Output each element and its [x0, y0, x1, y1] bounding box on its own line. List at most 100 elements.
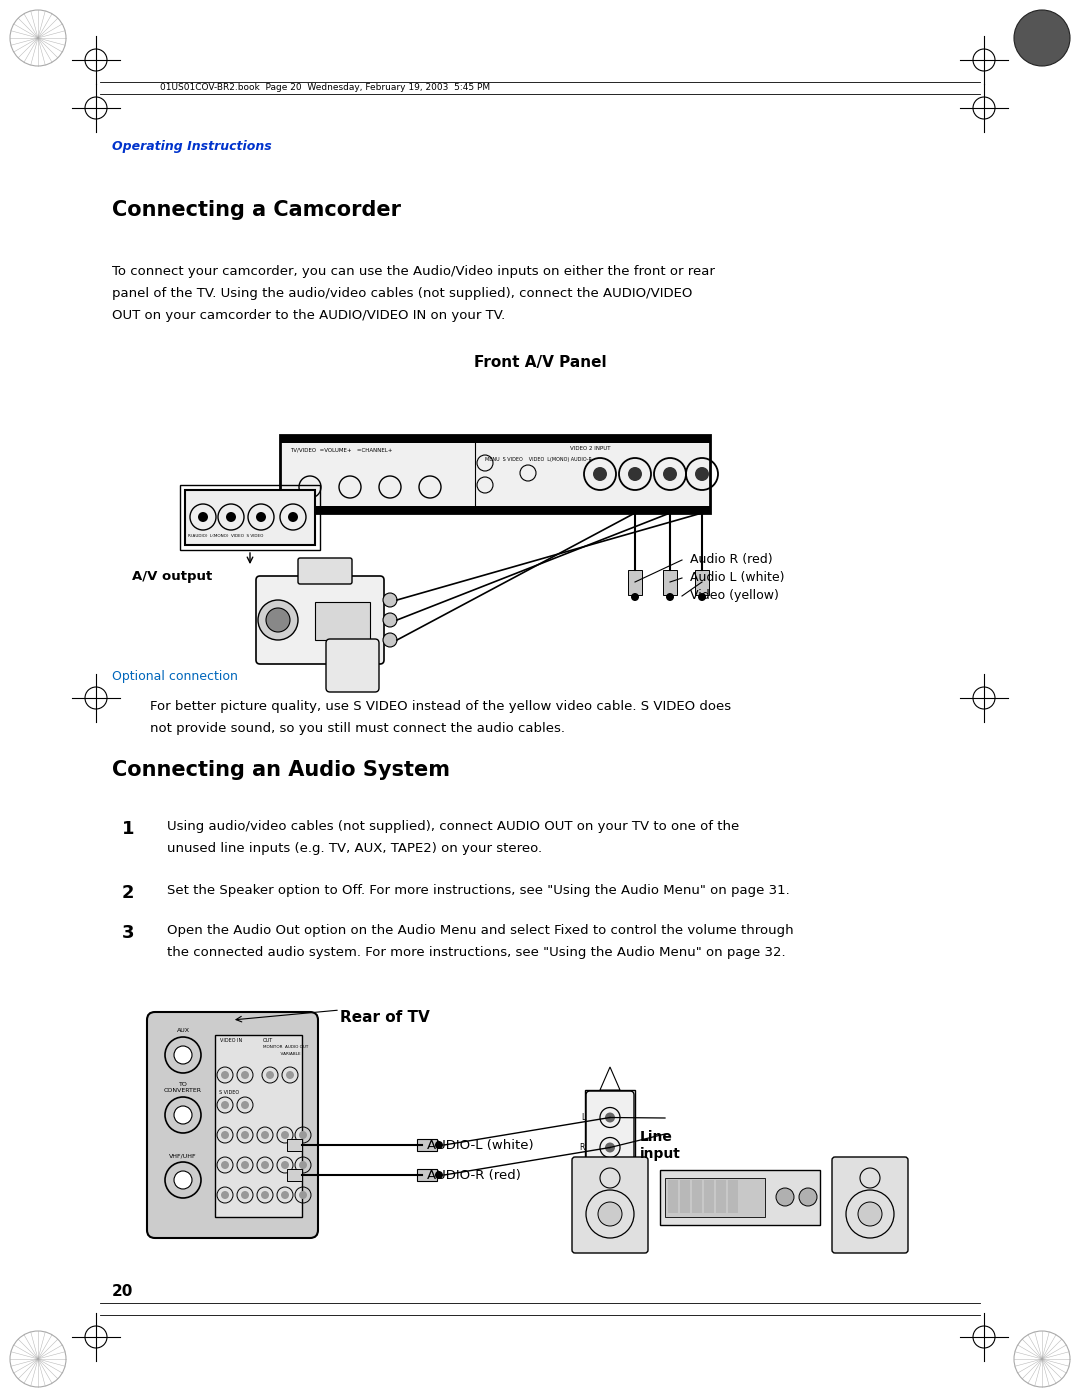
- Circle shape: [241, 1101, 249, 1109]
- Text: TO
CONVERTER: TO CONVERTER: [164, 1083, 202, 1092]
- Text: unused line inputs (e.g. TV, AUX, TAPE2) on your stereo.: unused line inputs (e.g. TV, AUX, TAPE2)…: [167, 842, 542, 855]
- Text: A/V output: A/V output: [132, 570, 213, 583]
- Bar: [627, 570, 642, 595]
- Text: S VIDEO: S VIDEO: [219, 1090, 239, 1095]
- Bar: [660, 1171, 820, 1225]
- Text: VIDEO IN: VIDEO IN: [220, 1038, 242, 1044]
- Circle shape: [593, 467, 607, 481]
- Circle shape: [799, 1187, 816, 1206]
- Text: Audio R (red): Audio R (red): [690, 553, 772, 567]
- Bar: [704, 1180, 714, 1213]
- Circle shape: [286, 1071, 294, 1078]
- Text: Open the Audio Out option on the Audio Menu and select Fixed to control the volu: Open the Audio Out option on the Audio M…: [167, 923, 794, 937]
- Text: AUX: AUX: [176, 1028, 189, 1032]
- Circle shape: [288, 511, 298, 522]
- Circle shape: [383, 592, 397, 608]
- FancyBboxPatch shape: [832, 1157, 908, 1253]
- Bar: [287, 1139, 302, 1151]
- Bar: [180, 485, 320, 550]
- FancyBboxPatch shape: [298, 557, 352, 584]
- Text: Rear of TV: Rear of TV: [340, 1010, 430, 1025]
- Text: VIDEO 2 INPUT: VIDEO 2 INPUT: [570, 446, 610, 451]
- Circle shape: [663, 467, 677, 481]
- Circle shape: [605, 1112, 615, 1123]
- Circle shape: [281, 1161, 289, 1169]
- Text: Video (yellow): Video (yellow): [690, 590, 779, 602]
- Text: VARIABLE: VARIABLE: [264, 1052, 300, 1056]
- Circle shape: [383, 613, 397, 627]
- Circle shape: [221, 1192, 229, 1199]
- Bar: [287, 1169, 302, 1180]
- Circle shape: [299, 1132, 307, 1139]
- Circle shape: [174, 1046, 192, 1065]
- Circle shape: [261, 1132, 269, 1139]
- Circle shape: [174, 1171, 192, 1189]
- Text: 20: 20: [112, 1284, 133, 1299]
- Text: Using audio/video cables (not supplied), connect AUDIO OUT on your TV to one of : Using audio/video cables (not supplied),…: [167, 820, 739, 833]
- Circle shape: [198, 511, 208, 522]
- Circle shape: [1014, 10, 1070, 66]
- Circle shape: [299, 1192, 307, 1199]
- Circle shape: [435, 1171, 443, 1179]
- Bar: [716, 1180, 726, 1213]
- Text: For better picture quality, use S VIDEO instead of the yellow video cable. S VID: For better picture quality, use S VIDEO …: [150, 700, 731, 712]
- Circle shape: [258, 599, 298, 640]
- Circle shape: [256, 511, 266, 522]
- Text: TV/VIDEO  =VOLUME+   =CHANNEL+: TV/VIDEO =VOLUME+ =CHANNEL+: [291, 448, 392, 453]
- FancyBboxPatch shape: [326, 638, 379, 692]
- Circle shape: [666, 592, 674, 601]
- Bar: [280, 434, 710, 443]
- Circle shape: [266, 608, 291, 631]
- Circle shape: [696, 467, 708, 481]
- FancyBboxPatch shape: [586, 1091, 634, 1173]
- Text: 2: 2: [122, 884, 135, 902]
- Circle shape: [261, 1192, 269, 1199]
- Bar: [696, 570, 708, 595]
- FancyBboxPatch shape: [572, 1157, 648, 1253]
- Circle shape: [627, 467, 642, 481]
- Text: the connected audio system. For more instructions, see "Using the Audio Menu" on: the connected audio system. For more ins…: [167, 946, 785, 958]
- Circle shape: [266, 1071, 274, 1078]
- Circle shape: [777, 1187, 794, 1206]
- Circle shape: [435, 1141, 443, 1148]
- Text: To connect your camcorder, you can use the Audio/Video inputs on either the fron: To connect your camcorder, you can use t…: [112, 265, 715, 278]
- Bar: [417, 1139, 437, 1151]
- Text: Audio L (white): Audio L (white): [690, 571, 784, 584]
- Circle shape: [598, 1201, 622, 1227]
- Circle shape: [605, 1143, 615, 1153]
- Text: Line
input: Line input: [640, 1130, 680, 1161]
- Bar: [417, 1169, 437, 1180]
- Bar: [280, 506, 710, 513]
- Text: Optional connection: Optional connection: [112, 671, 238, 683]
- Circle shape: [261, 1161, 269, 1169]
- Text: panel of the TV. Using the audio/video cables (not supplied), connect the AUDIO/: panel of the TV. Using the audio/video c…: [112, 286, 692, 300]
- Text: Set the Speaker option to Off. For more instructions, see "Using the Audio Menu": Set the Speaker option to Off. For more …: [167, 884, 789, 897]
- Circle shape: [281, 1132, 289, 1139]
- Bar: [669, 1180, 678, 1213]
- Circle shape: [241, 1192, 249, 1199]
- Text: OUT: OUT: [264, 1038, 273, 1044]
- Circle shape: [221, 1101, 229, 1109]
- Circle shape: [174, 1106, 192, 1125]
- Bar: [215, 1035, 302, 1217]
- Circle shape: [631, 592, 639, 601]
- Text: not provide sound, so you still must connect the audio cables.: not provide sound, so you still must con…: [150, 722, 565, 735]
- Bar: [185, 490, 315, 545]
- Text: MONITOR  AUDIO OUT: MONITOR AUDIO OUT: [264, 1045, 309, 1049]
- Circle shape: [383, 633, 397, 647]
- Text: R(AUDIO)  L(MONO)  VIDEO  S VIDEO: R(AUDIO) L(MONO) VIDEO S VIDEO: [188, 534, 264, 538]
- Text: OUT on your camcorder to the AUDIO/VIDEO IN on your TV.: OUT on your camcorder to the AUDIO/VIDEO…: [112, 309, 505, 321]
- Bar: [665, 1178, 765, 1217]
- Circle shape: [299, 1161, 307, 1169]
- Circle shape: [241, 1161, 249, 1169]
- Text: R: R: [580, 1143, 585, 1153]
- Circle shape: [241, 1071, 249, 1078]
- Text: 01US01COV-BR2.book  Page 20  Wednesday, February 19, 2003  5:45 PM: 01US01COV-BR2.book Page 20 Wednesday, Fe…: [160, 84, 490, 92]
- Text: Operating Instructions: Operating Instructions: [112, 140, 272, 154]
- Bar: [280, 434, 710, 513]
- Text: 3: 3: [122, 923, 135, 942]
- Text: Connecting an Audio System: Connecting an Audio System: [112, 760, 450, 780]
- Circle shape: [221, 1132, 229, 1139]
- Circle shape: [241, 1132, 249, 1139]
- Circle shape: [221, 1071, 229, 1078]
